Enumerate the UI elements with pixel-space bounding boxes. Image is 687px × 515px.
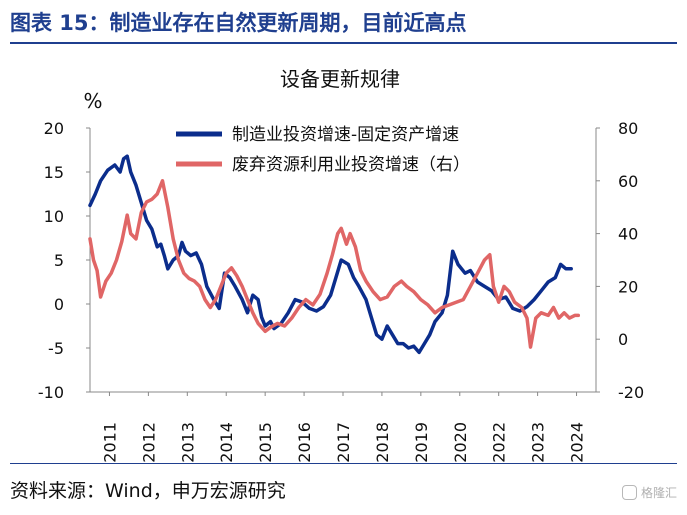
watermark-logo-icon <box>621 485 637 500</box>
right-axis-tick-label: 40 <box>618 225 638 244</box>
left-axis-tick-label: -5 <box>48 339 64 358</box>
watermark: 格隆汇 <box>621 484 677 501</box>
source-divider <box>10 463 677 464</box>
x-axis-tick-label: 2015 <box>256 422 275 463</box>
left-axis-tick-label: 0 <box>54 295 64 314</box>
x-axis-tick-label: 2012 <box>139 422 158 463</box>
legend-label-2: 废弃资源利用业投资增速（右） <box>232 155 470 175</box>
left-axis-tick-label: 10 <box>44 207 64 226</box>
source-note: 资料来源：Wind，申万宏源研究 <box>10 480 286 502</box>
x-axis-tick-label: 2019 <box>412 422 431 463</box>
right-axis-tick-label: 20 <box>618 277 638 296</box>
x-axis-tick-label: 2022 <box>490 422 509 463</box>
x-axis-tick-label: 2014 <box>217 422 236 463</box>
left-axis-unit-label: % <box>83 89 102 113</box>
x-axis-tick-label: 2018 <box>373 422 392 463</box>
left-axis-tick-label: -10 <box>38 383 64 402</box>
left-axis-tick-label: 20 <box>44 119 64 138</box>
right-axis-tick-label: 80 <box>618 119 638 138</box>
x-axis-tick-label: 2011 <box>100 422 119 463</box>
right-axis-tick-label: 60 <box>618 172 638 191</box>
x-axis-tick-label: 2020 <box>451 422 470 463</box>
x-axis-tick-label: 2013 <box>178 422 197 463</box>
x-axis-tick-label: 2024 <box>568 422 587 463</box>
series-lines <box>88 154 581 355</box>
right-axis-tick-label: -20 <box>618 383 644 402</box>
right-axis-tick-label: 0 <box>618 330 628 349</box>
x-axis-tick-label: 2017 <box>334 422 353 463</box>
legend-label-1: 制造业投资增速-固定资产增速 <box>232 125 459 145</box>
figure-header: 图表 15：制造业存在自然更新周期，目前近高点 <box>10 6 677 44</box>
series-line-1 <box>88 154 573 355</box>
series-line-2 <box>88 179 581 349</box>
chart-title: 设备更新规律 <box>280 67 400 91</box>
left-axis-tick-label: 5 <box>54 251 64 270</box>
x-axis-tick-label: 2016 <box>295 422 314 463</box>
left-axis-tick-label: 15 <box>44 163 64 182</box>
figure-title: 图表 15：制造业存在自然更新周期，目前近高点 <box>10 11 467 35</box>
watermark-text: 格隆汇 <box>640 486 677 500</box>
x-axis-tick-label: 2023 <box>529 422 548 463</box>
